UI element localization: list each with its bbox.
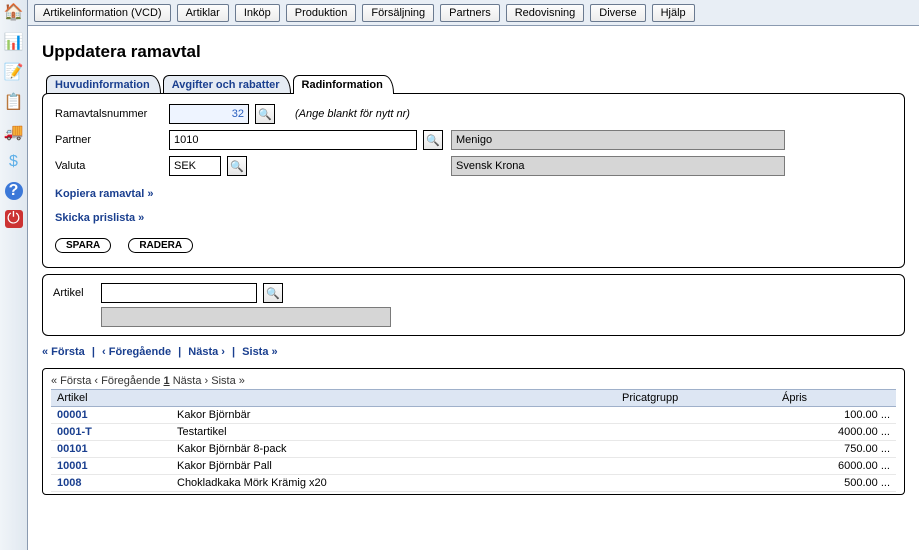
tab-avgifter[interactable]: Avgifter och rabatter [163, 75, 291, 94]
grid-pager-first[interactable]: « Första [51, 375, 91, 387]
menu-forsaljning[interactable]: Försäljning [362, 4, 434, 22]
truck-icon[interactable]: 🚚 [4, 122, 24, 142]
cell-artikel-id[interactable]: 10001 [51, 458, 171, 475]
valuta-input[interactable] [169, 156, 221, 176]
radera-button[interactable]: RADERA [128, 238, 193, 253]
table-row[interactable]: 0001-TTestartikel 4000.00 ... [51, 424, 896, 441]
valuta-label: Valuta [55, 160, 163, 172]
valuta-lookup[interactable]: 🔍 [227, 156, 247, 176]
top-menu: Artikelinformation (VCD) Artiklar Inköp … [28, 0, 919, 26]
cell-pricatgrupp [616, 458, 776, 475]
record-pager: « Första | ‹ Föregående | Nästa › | Sist… [42, 346, 905, 358]
cell-artikel-name: Kakor Björnbär 8-pack [171, 441, 616, 458]
sidebar: 🏠 📊 📝 📋 🚚 $ ? ⏻ [0, 0, 28, 550]
cell-apris: 4000.00 ... [776, 424, 896, 441]
money-icon[interactable]: $ [4, 152, 24, 172]
help-icon[interactable]: ? [5, 182, 23, 200]
table-row[interactable]: 1008Chokladkaka Mörk Krämig x20 500.00 ..… [51, 475, 896, 492]
menu-partners[interactable]: Partners [440, 4, 500, 22]
menu-produktion[interactable]: Produktion [286, 4, 357, 22]
col-name [171, 390, 616, 407]
pager-last[interactable]: Sista » [242, 346, 277, 358]
menu-artiklar[interactable]: Artiklar [177, 4, 229, 22]
cell-artikel-name: Chokladkaka Mörk Krämig x20 [171, 475, 616, 492]
partner-input[interactable] [169, 130, 417, 150]
table-row[interactable]: 00101Kakor Björnbär 8-pack 750.00 ... [51, 441, 896, 458]
grid-pager: « Första ‹ Föregående 1 Nästa › Sista » [51, 375, 896, 387]
cell-apris: 6000.00 ... [776, 458, 896, 475]
article-grid: Artikel Pricatgrupp Ápris 00001Kakor Bjö… [51, 389, 896, 492]
col-artikel[interactable]: Artikel [51, 390, 171, 407]
spara-button[interactable]: SPARA [55, 238, 111, 253]
ramavtal-label: Ramavtalsnummer [55, 108, 163, 120]
grid-panel: « Första ‹ Föregående 1 Nästa › Sista » … [42, 368, 905, 495]
tab-radinformation[interactable]: Radinformation [293, 75, 394, 94]
tab-huvudinformation[interactable]: Huvudinformation [46, 75, 161, 94]
artikel-desc-display [101, 307, 391, 327]
partner-name-display: Menigo [451, 130, 785, 150]
cell-artikel-name: Kakor Björnbär [171, 407, 616, 424]
table-row[interactable]: 00001Kakor Björnbär 100.00 ... [51, 407, 896, 424]
search-icon: 🔍 [426, 134, 440, 147]
skicka-link[interactable]: Skicka prislista » [55, 212, 144, 224]
search-icon: 🔍 [230, 160, 244, 173]
cell-artikel-id[interactable]: 1008 [51, 475, 171, 492]
partner-lookup[interactable]: 🔍 [423, 130, 443, 150]
col-pricatgrupp[interactable]: Pricatgrupp [616, 390, 776, 407]
col-apris[interactable]: Ápris [776, 390, 896, 407]
cell-artikel-name: Testartikel [171, 424, 616, 441]
pager-next[interactable]: Nästa › [188, 346, 225, 358]
menu-hjalp[interactable]: Hjälp [652, 4, 695, 22]
cell-apris: 100.00 ... [776, 407, 896, 424]
chart-icon[interactable]: 📊 [4, 32, 24, 52]
main-panel: Ramavtalsnummer 🔍 (Ange blankt för nytt … [42, 93, 905, 268]
note-icon[interactable]: 📝 [4, 62, 24, 82]
home-icon[interactable]: 🏠 [4, 2, 24, 22]
artikel-label: Artikel [53, 287, 95, 299]
menu-artikelinfo[interactable]: Artikelinformation (VCD) [34, 4, 171, 22]
menu-diverse[interactable]: Diverse [590, 4, 645, 22]
valuta-name-display: Svensk Krona [451, 156, 785, 176]
ramavtal-input[interactable] [169, 104, 249, 124]
grid-pager-last[interactable]: Sista » [211, 375, 245, 387]
table-row[interactable]: 10001Kakor Björnbär Pall 6000.00 ... [51, 458, 896, 475]
cell-pricatgrupp [616, 475, 776, 492]
grid-pager-current: 1 [164, 375, 170, 387]
partner-label: Partner [55, 134, 163, 146]
cell-pricatgrupp [616, 441, 776, 458]
cell-artikel-id[interactable]: 0001-T [51, 424, 171, 441]
pager-prev[interactable]: ‹ Föregående [102, 346, 171, 358]
cell-artikel-id[interactable]: 00001 [51, 407, 171, 424]
page-title: Uppdatera ramavtal [42, 42, 905, 62]
pager-first[interactable]: « Första [42, 346, 85, 358]
cell-artikel-id[interactable]: 00101 [51, 441, 171, 458]
cell-apris: 500.00 ... [776, 475, 896, 492]
power-icon[interactable]: ⏻ [5, 210, 23, 228]
menu-inkop[interactable]: Inköp [235, 4, 280, 22]
cell-apris: 750.00 ... [776, 441, 896, 458]
kopiera-link[interactable]: Kopiera ramavtal » [55, 188, 153, 200]
ramavtal-hint: (Ange blankt för nytt nr) [295, 108, 410, 120]
search-icon: 🔍 [266, 287, 280, 300]
artikel-input[interactable] [101, 283, 257, 303]
menu-redovisning[interactable]: Redovisning [506, 4, 585, 22]
ramavtal-lookup[interactable]: 🔍 [255, 104, 275, 124]
search-icon: 🔍 [258, 108, 272, 121]
artikel-panel: Artikel 🔍 [42, 274, 905, 336]
cell-pricatgrupp [616, 407, 776, 424]
grid-pager-next[interactable]: Nästa › [173, 375, 208, 387]
cell-artikel-name: Kakor Björnbär Pall [171, 458, 616, 475]
cell-pricatgrupp [616, 424, 776, 441]
grid-pager-prev[interactable]: ‹ Föregående [94, 375, 160, 387]
list-icon[interactable]: 📋 [4, 92, 24, 112]
tab-row: Huvudinformation Avgifter och rabatter R… [46, 74, 905, 93]
artikel-lookup[interactable]: 🔍 [263, 283, 283, 303]
